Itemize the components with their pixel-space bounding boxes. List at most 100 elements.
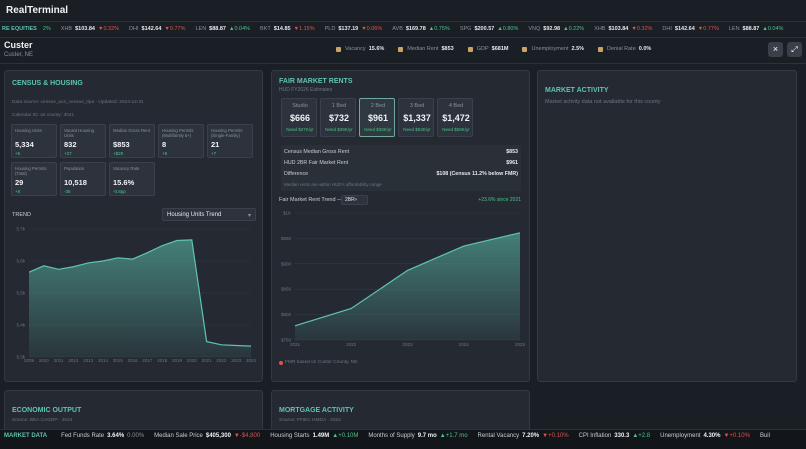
trend-label: Fair Market Rent Trend — <box>279 197 343 203</box>
fmr-value: $1,337 <box>403 113 431 123</box>
fmr-need: Need $38K/yr <box>364 127 392 132</box>
fmr-tile: 4 Bed $1,472 Need $59K/yr <box>437 98 473 137</box>
fmr-tile: Studio $666 Need $27K/yr <box>281 98 317 137</box>
stat-label: Housing Units <box>15 128 42 133</box>
metric-label: Median Rent <box>407 46 439 52</box>
divider <box>0 21 806 22</box>
map-pin <box>279 361 283 365</box>
bar-item-change: 0.00% <box>127 433 145 439</box>
stat-label: Vacant Housing Units <box>64 128 95 138</box>
fmr-value: $666 <box>289 113 311 123</box>
divider <box>0 37 806 38</box>
select-text: Housing Units Trend <box>167 212 222 218</box>
stat-change: +8 <box>162 151 168 156</box>
stat-label: Housing Permits (Total) <box>15 166 47 176</box>
ticker-price: $103.84 <box>608 26 629 32</box>
mortgage-panel <box>271 390 530 435</box>
metric-value: $853 <box>441 46 454 52</box>
bar-item-label: Months of Supply <box>368 433 415 439</box>
bar-item-value: 7.20% <box>522 433 540 439</box>
stat-change: -0.8pp <box>113 189 126 194</box>
ticker-symbol: XHB <box>594 26 606 32</box>
ticker-change: ▲0.22% <box>563 26 585 32</box>
fmr-value: $1,472 <box>442 113 470 123</box>
bar-item-label: CPI Inflation <box>578 433 612 439</box>
stat-value: 21 <box>211 140 220 149</box>
ticker-price: $169.78 <box>405 26 426 32</box>
panel-title: ECONOMIC OUTPUT <box>12 407 82 414</box>
ticker-change: ▲0.75% <box>428 26 450 32</box>
close-button[interactable]: × <box>768 42 783 57</box>
ticker-change: ▼0.32% <box>98 26 120 32</box>
compare-value: $853 <box>506 149 518 155</box>
compare-value: $961 <box>506 160 518 166</box>
location-sub: Custer, NE <box>4 52 34 58</box>
stat-value: 15.6% <box>113 178 135 187</box>
ticker-price: $200.57 <box>474 26 495 32</box>
fmr-tile: 1 Bed $732 Need $29K/yr <box>320 98 356 137</box>
location-name: Custer <box>4 40 33 50</box>
ticker-change: ▲0.04% <box>762 26 784 32</box>
bar-item-value: $405,300 <box>205 433 231 439</box>
ticker-price: $142.64 <box>674 26 695 32</box>
compare-label: Census Median Gross Rent <box>284 149 350 155</box>
compare-label: Difference <box>284 171 309 177</box>
stat-tile: Housing Permits (Multifamily 5+) 8 +8 <box>158 124 204 158</box>
ticker-change: ▼0.06% <box>361 26 383 32</box>
metric-label: Unemployment <box>531 46 569 52</box>
fmr-label: 3 Bed <box>409 103 425 109</box>
stat-change: +27 <box>64 151 72 156</box>
panel-subtitle: HUD FY2026 Estimates <box>279 87 333 93</box>
bar-item-value: 9.7 mo <box>417 433 437 439</box>
fmr-label: 2 Bed <box>370 103 386 109</box>
stat-change: +8 <box>15 189 21 194</box>
ticker-price: $142.64 <box>141 26 162 32</box>
panel-title: CENSUS & HOUSING <box>12 80 83 87</box>
fmr-label: 4 Bed <box>448 103 464 109</box>
bar-item-change: ▼-$4,800 <box>233 433 261 439</box>
stat-value: $853 <box>113 140 130 149</box>
stat-value: 10,518 <box>64 178 87 187</box>
compare-value: $108 (Census 11.2% below FMR) <box>436 171 518 177</box>
bar-item-change: ▼+0.10% <box>723 433 750 439</box>
ticker-label: RE EQUITIES <box>2 26 37 32</box>
bar-item-label: Rental Vacancy <box>477 433 520 439</box>
metric-label: Denial Rate <box>607 46 636 52</box>
app-title: RealTerminal <box>6 5 69 16</box>
ticker-symbol: AVB <box>392 26 403 32</box>
bar-item-value: 4.30% <box>703 433 721 439</box>
source-note: Source: BEA CAGDP · 2024 <box>12 418 73 423</box>
ticker-symbol: DHI <box>129 26 139 32</box>
stat-value: 832 <box>64 140 77 149</box>
stat-label: Vacancy Rate <box>113 166 140 171</box>
trend-label: TREND <box>12 212 31 218</box>
metric-icon <box>467 46 473 52</box>
ticker-change: ▲0.04% <box>229 26 251 32</box>
divider <box>0 63 806 64</box>
ticker-change: ▼0.32% <box>631 26 653 32</box>
stat-tile: Population 10,518 -35 <box>60 162 106 196</box>
fmr-value: $732 <box>328 113 350 123</box>
stat-change: +$29 <box>113 151 124 156</box>
metric-icon <box>398 46 404 52</box>
ticker-symbol: LEN <box>728 26 740 32</box>
fmr-value: $961 <box>367 113 389 123</box>
stat-value: 5,334 <box>15 140 34 149</box>
stat-tile: Vacant Housing Units 832 +27 <box>60 124 106 158</box>
select-text: 2BR <box>345 197 355 203</box>
fmr-label: 1 Bed <box>331 103 347 109</box>
panel-title: MARKET ACTIVITY <box>545 87 609 94</box>
fmr-tile: 3 Bed $1,337 Need $53K/yr <box>398 98 434 137</box>
panel-title: FAIR MARKET RENTS <box>279 78 353 85</box>
trend-select[interactable]: 2BR▾ <box>341 195 368 205</box>
stat-change: +5 <box>15 151 21 156</box>
calendar-note: Calendar ID: as county: 3041 <box>12 113 75 118</box>
expand-button[interactable]: ⤢ <box>787 42 802 57</box>
market-panel <box>537 70 797 382</box>
select-caret: ▾ <box>247 213 251 219</box>
ticker-price: $88.87 <box>209 26 226 32</box>
bar-item-value: 1.49M <box>312 433 330 439</box>
ticker-symbol: LEN <box>195 26 207 32</box>
trend-select[interactable]: Housing Units Trend ▾ <box>162 208 256 221</box>
